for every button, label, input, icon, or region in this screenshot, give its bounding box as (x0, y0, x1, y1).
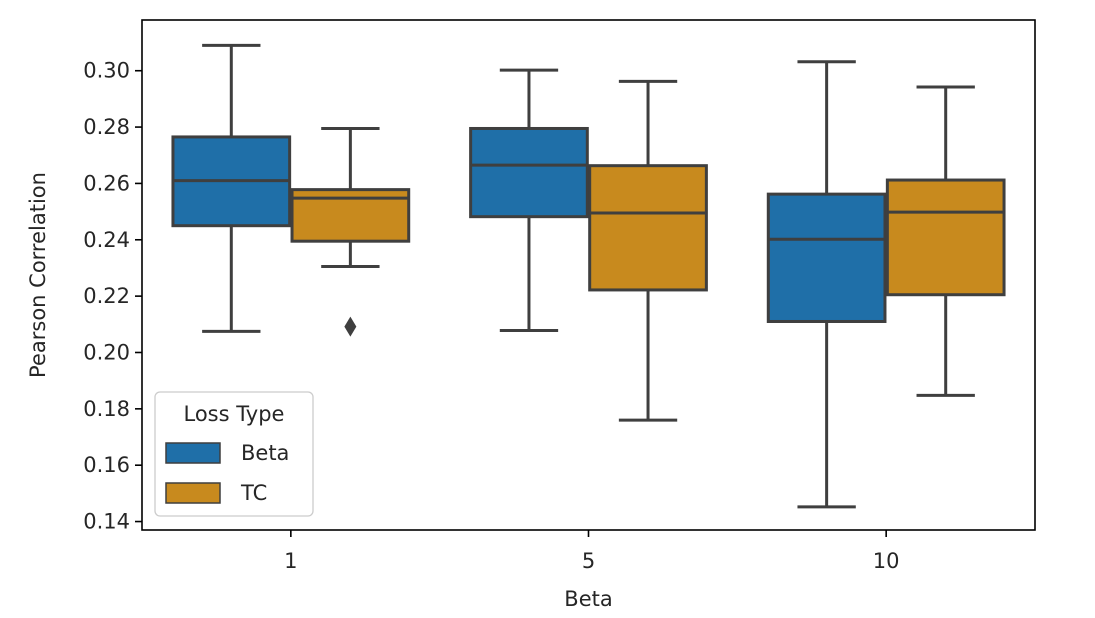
box-tc-10 (885, 85, 1006, 397)
box-tc-5 (588, 79, 708, 422)
x-tick-label: 10 (873, 549, 900, 573)
box-tc-1 (290, 126, 411, 337)
legend-label-beta: Beta (241, 441, 289, 465)
y-tick-label: 0.16 (83, 453, 130, 477)
y-tick-label: 0.18 (83, 397, 130, 421)
iqr-box (469, 126, 589, 219)
y-axis-label: Pearson Correlation (26, 172, 50, 378)
y-tick-label: 0.24 (83, 228, 130, 252)
y-tick-label: 0.30 (83, 59, 130, 83)
iqr-box (766, 192, 887, 323)
box-beta-1 (171, 43, 292, 333)
outlier-point (344, 316, 357, 337)
legend: Loss Type Beta TC (154, 391, 314, 517)
iqr-box (588, 164, 708, 292)
box-beta-10 (766, 60, 887, 509)
x-axis-label: Beta (564, 587, 612, 611)
y-tick-label: 0.26 (83, 171, 130, 195)
y-tick-label: 0.28 (83, 115, 130, 139)
legend-swatch-beta (165, 442, 221, 464)
y-tick-label: 0.22 (83, 284, 130, 308)
legend-label-tc: TC (240, 481, 267, 505)
x-tick-label: 1 (284, 549, 297, 573)
y-axis: 0.14 0.16 0.18 0.20 0.22 0.24 0.26 0.28 0.30 (83, 59, 142, 534)
boxes-layer (171, 43, 1006, 509)
legend-title: Loss Type (184, 402, 285, 426)
y-tick-label: 0.20 (83, 340, 130, 364)
x-tick-label: 5 (582, 549, 595, 573)
legend-swatch-tc (165, 482, 221, 504)
iqr-box (885, 178, 1006, 297)
y-tick-label: 0.14 (83, 510, 130, 534)
box-beta-5 (469, 68, 589, 333)
x-axis: 1 5 10 (284, 530, 900, 573)
